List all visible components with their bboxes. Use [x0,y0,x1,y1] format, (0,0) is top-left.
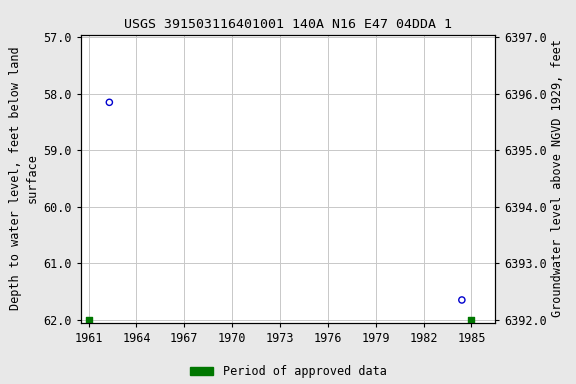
Y-axis label: Depth to water level, feet below land
surface: Depth to water level, feet below land su… [9,47,39,310]
Legend: Period of approved data: Period of approved data [190,365,386,378]
Point [84,317,93,323]
Title: USGS 391503116401001 140A N16 E47 04DDA 1: USGS 391503116401001 140A N16 E47 04DDA … [124,18,452,31]
Y-axis label: Groundwater level above NGVD 1929, feet: Groundwater level above NGVD 1929, feet [551,40,564,318]
Point [467,317,476,323]
Point [457,297,467,303]
Point [105,99,114,105]
